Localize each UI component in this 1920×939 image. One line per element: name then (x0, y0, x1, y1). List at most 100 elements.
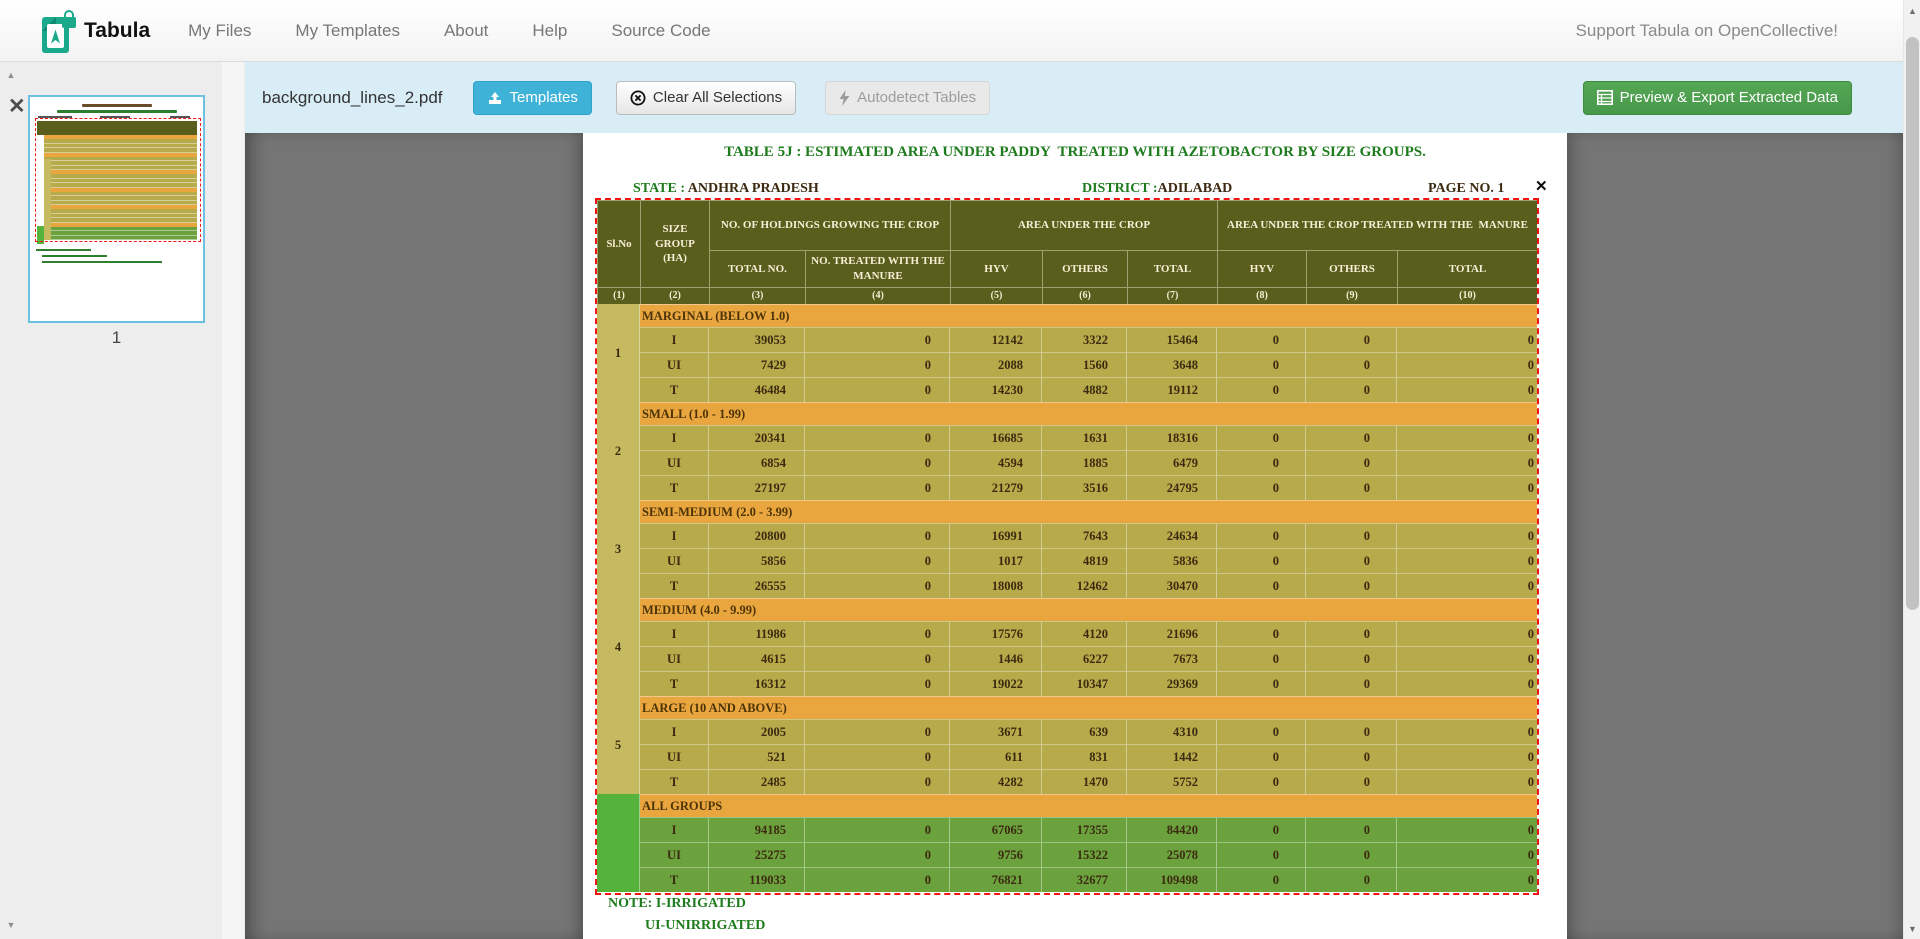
table-cell: 0 (1397, 817, 1537, 842)
thumb-table-header (37, 121, 197, 135)
nav-item-help[interactable]: Help (532, 20, 568, 40)
table-cell: 3648 (1127, 352, 1217, 377)
nav-item-my-files[interactable]: My Files (188, 20, 252, 40)
table-section: 5 LARGE (10 AND ABOVE) I 2005 0 3671 639 4310 0 0… (597, 696, 1537, 794)
note-line-2: UI-UNIRRIGATED (645, 918, 766, 933)
table-cell: 30470 (1127, 573, 1217, 598)
table-section: 4 MEDIUM (4.0 - 9.99) I 11986 0 17576 4120 2169… (597, 598, 1537, 696)
district-value: ADILABAD (1157, 181, 1233, 196)
thumb-allgroups-cell (37, 226, 44, 244)
district-line: DISTRICT :ADILABAD (1082, 181, 1232, 197)
sidebar-scrollbar-track[interactable] (222, 62, 244, 939)
nav-item-my-templates[interactable]: My Templates (295, 20, 400, 40)
table-slno-cell: 4 (597, 598, 640, 696)
tabula-logo-icon[interactable] (42, 9, 76, 53)
window-scrollbar-thumb[interactable] (1906, 37, 1919, 610)
table-cell: 1446 (950, 646, 1042, 671)
table-row-label: T (640, 475, 709, 500)
page-thumbnail-sidebar: ▲ ▼ ✕ 1 (0, 62, 245, 939)
table-cell: 0 (1397, 523, 1537, 548)
table-cell: 0 (1217, 523, 1306, 548)
table-cell: 0 (1217, 573, 1306, 598)
table-cell: 0 (1217, 548, 1306, 573)
table-header-cell: TOTAL (1127, 250, 1217, 287)
remove-page-icon[interactable]: ✕ (8, 95, 26, 118)
table-cell: 3322 (1042, 327, 1127, 352)
thumb-data-row (44, 191, 197, 196)
district-label: DISTRICT : (1082, 181, 1158, 196)
table-cell: 15464 (1127, 327, 1217, 352)
navbar: Tabula My Files My Templates About Help Sour… (0, 0, 1903, 62)
table-cell: 0 (1217, 817, 1306, 842)
table-row-label: I (640, 817, 709, 842)
table-cell: 109498 (1127, 867, 1217, 892)
table-row-label: I (640, 719, 709, 744)
table-cell: 29369 (1127, 671, 1217, 696)
table-cell: 0 (1217, 621, 1306, 646)
preview-export-button[interactable]: Preview & Export Extracted Data (1582, 80, 1852, 115)
table-cell: 94185 (709, 817, 805, 842)
nav-item-about[interactable]: About (443, 20, 489, 40)
brand-title[interactable]: Tabula (84, 18, 151, 42)
table-cell: 0 (1397, 352, 1537, 377)
thumb-data-row (44, 200, 197, 205)
thumb-data-row (44, 165, 197, 170)
table-cell: 521 (709, 744, 805, 769)
thumb-data-row (44, 209, 197, 214)
table-cell: 3671 (950, 719, 1042, 744)
table-cell: 18316 (1127, 425, 1217, 450)
table-cell: 0 (1217, 475, 1306, 500)
nav-item-source-code[interactable]: Source Code (611, 20, 711, 40)
state-line: STATE : ANDHRA PRADESH (633, 181, 819, 197)
table-row-label: UI (640, 842, 709, 867)
scroll-down-icon[interactable]: ▼ (1908, 924, 1917, 934)
table-cell: 0 (1397, 671, 1537, 696)
thumb-section-band (44, 205, 197, 209)
table-cell: 76821 (950, 867, 1042, 892)
table-row-label: UI (640, 450, 709, 475)
pdf-page[interactable]: TABLE 5J : ESTIMATED AREA UNDER PADDY TR… (583, 133, 1567, 939)
thumb-selection-box (35, 118, 201, 242)
table-cell: 0 (1306, 327, 1397, 352)
support-link[interactable]: Support Tabula on OpenCollective! (1575, 20, 1838, 40)
thumb-data-row (44, 196, 197, 201)
page-thumbnail[interactable] (28, 95, 205, 323)
table-cell: 0 (805, 377, 950, 402)
table-section: 3 SEMI-MEDIUM (2.0 - 3.99) I 20800 0 16991 764… (597, 500, 1537, 598)
table-cell: 0 (1397, 719, 1537, 744)
table-cell: 119033 (709, 867, 805, 892)
table-section: 1 MARGINAL (BELOW 1.0) I 39053 0 12142 3322 154… (597, 304, 1537, 402)
table-selection-box[interactable] (595, 198, 1539, 895)
thumb-table (37, 121, 197, 240)
table-cell: 0 (1306, 548, 1397, 573)
templates-button[interactable]: Templates (472, 80, 592, 115)
table-cell: 2485 (709, 769, 805, 794)
table-slno-cell: 2 (597, 402, 640, 500)
table-cell: 0 (805, 475, 950, 500)
table-section-band: MEDIUM (4.0 - 9.99) (640, 598, 1537, 621)
sidebar-scroll-up-icon[interactable]: ▲ (6, 70, 16, 80)
table-cell: 5836 (1127, 548, 1217, 573)
table-cell: 0 (1217, 769, 1306, 794)
window-scrollbar-track[interactable]: ▲ ▼ (1903, 0, 1920, 939)
sidebar-scroll-down-icon[interactable]: ▼ (6, 920, 16, 930)
thumb-data-row (44, 183, 197, 188)
table-cell: 0 (805, 352, 950, 377)
table-cell: 5752 (1127, 769, 1217, 794)
selection-close-icon[interactable]: ✕ (1535, 178, 1548, 195)
clear-all-selections-button[interactable]: Clear All Selections (615, 80, 797, 115)
table-cell: 0 (805, 671, 950, 696)
table-cell: 0 (1397, 327, 1537, 352)
table-cell: 0 (1397, 769, 1537, 794)
scroll-up-icon[interactable]: ▲ (1908, 6, 1917, 16)
table-cell: 3516 (1042, 475, 1127, 500)
table-cell: 0 (1306, 377, 1397, 402)
table-row-label: UI (640, 352, 709, 377)
table-cell: 0 (805, 646, 950, 671)
table-cell: 0 (805, 719, 950, 744)
table-section-band: ALL GROUPS (640, 794, 1537, 817)
table-cell: 0 (1217, 671, 1306, 696)
table-cell: 25275 (709, 842, 805, 867)
autodetect-tables-button[interactable]: Autodetect Tables (825, 80, 991, 115)
